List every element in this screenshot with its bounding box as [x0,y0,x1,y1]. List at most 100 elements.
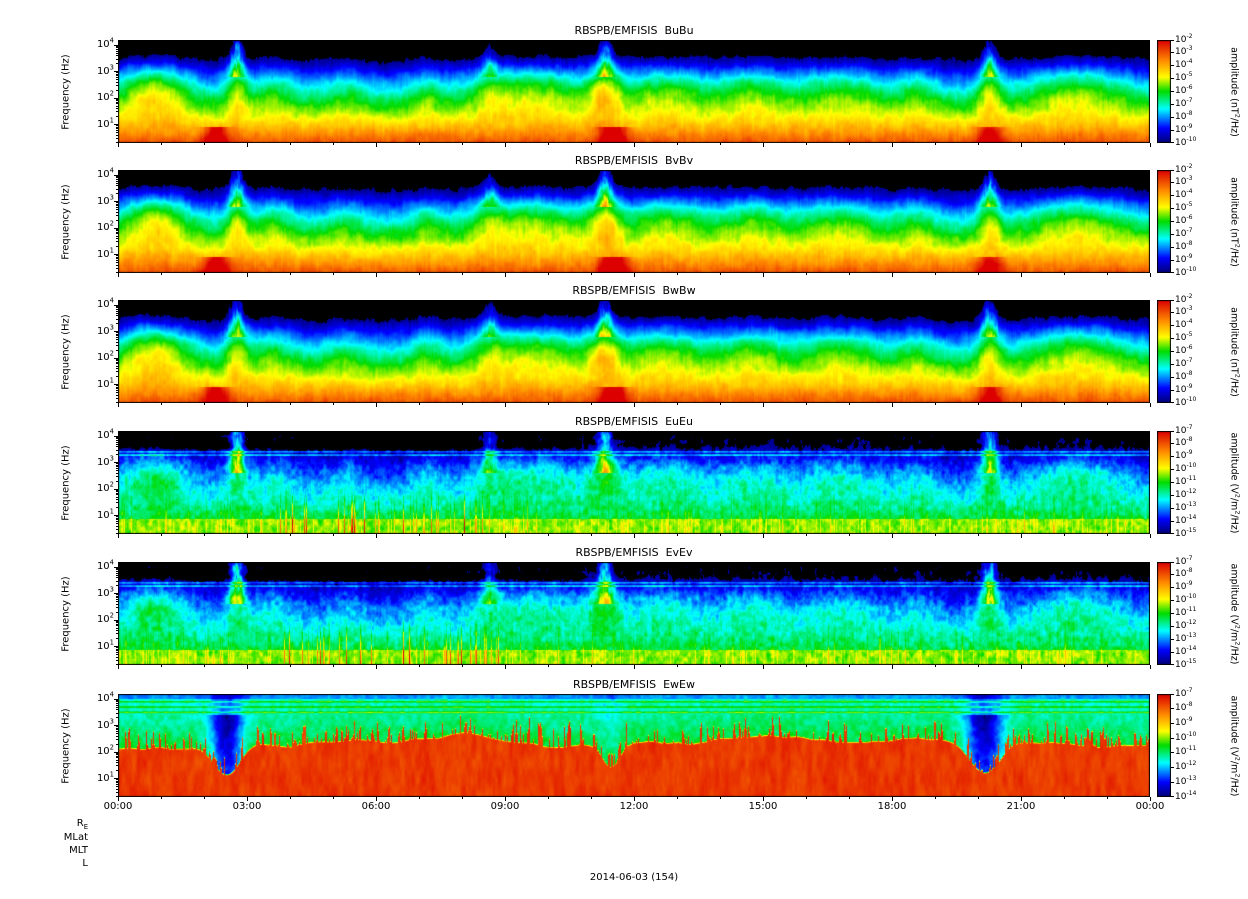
spectrogram-canvas [118,694,1150,797]
x-minor-tick-mark [591,403,592,405]
y-tick-label: 103 [96,454,114,468]
colorbar-tick-label: 10-5 [1175,71,1193,84]
y-minor-tick-mark [116,311,118,312]
x-minor-tick-mark [290,534,291,536]
x-minor-tick-mark [849,403,850,405]
x-tick-mark [505,534,506,538]
colorbar-tick-mark [1171,182,1174,183]
x-minor-tick-mark [548,273,549,275]
colorbar-tick-mark [1171,195,1174,196]
x-tick-mark [247,143,248,147]
x-minor-tick-mark [677,665,678,667]
panel-bubu: RBSPB/EMFISIS BuBu Frequency (Hz) amplit… [61,24,1242,147]
y-minor-tick-mark [116,569,118,570]
x-minor-tick-mark [720,143,721,145]
x-tick-mark [505,665,506,669]
colorbar-tick-mark [1171,738,1174,739]
colorbar-tick-label: 10-3 [1175,175,1193,188]
y-tick-mark [114,254,118,255]
colorbar-tick-mark [1171,521,1174,522]
y-minor-tick-mark [116,728,118,729]
y-minor-tick-mark [116,784,118,785]
x-minor-tick-mark [978,143,979,145]
y-minor-tick-mark [116,490,118,491]
y-minor-tick-mark [116,497,118,498]
y-minor-tick-mark [116,387,118,388]
y-minor-tick-mark [116,85,118,86]
colorbar-tick-label: 10-11 [1175,745,1197,758]
y-minor-tick-mark [116,75,118,76]
y-minor-tick-mark [116,754,118,755]
colorbar-tick-mark [1171,782,1174,783]
colorbar-tick-label: 10-4 [1175,318,1193,331]
y-tick-mark [114,384,118,385]
y-tick-mark [114,358,118,359]
colorbar-tick-mark [1171,52,1174,53]
y-tick-mark [114,593,118,594]
y-minor-tick-mark [116,398,118,399]
x-minor-tick-mark [1064,273,1065,275]
y-minor-tick-mark [116,212,118,213]
y-minor-tick-mark [116,108,118,109]
y-minor-tick-mark [116,51,118,52]
y-minor-tick-mark [116,257,118,258]
y-tick-label: 104 [96,36,114,51]
y-minor-tick-mark [116,597,118,598]
y-minor-tick-mark [116,337,118,338]
y-minor-tick-mark [116,585,118,586]
y-minor-tick-mark [116,707,118,708]
x-minor-tick-mark [1064,665,1065,667]
x-minor-tick-mark [677,143,678,145]
colorbar-tick-label: 10-6 [1175,344,1193,356]
x-minor-tick-mark [548,403,549,405]
y-minor-tick-mark [116,736,118,737]
y-minor-tick-mark [116,529,118,530]
y-tick-mark [114,305,118,306]
colorbar-tick-mark [1171,402,1174,403]
colorbar-tick-label: 10-11 [1175,606,1197,618]
colorbar-tick-mark [1171,130,1174,131]
x-tick-mark [892,143,893,147]
colorbar-tick-label: 10-7 [1175,423,1193,436]
y-minor-tick-mark [116,335,118,336]
ephemeris-label-mlt: MLT [69,845,88,856]
x-minor-tick-mark [677,403,678,405]
x-tick-mark [1150,143,1151,147]
y-minor-tick-mark [116,604,118,605]
y-minor-tick-mark [116,523,118,524]
x-minor-tick-mark [978,665,979,667]
y-minor-tick-mark [116,519,118,520]
y-minor-tick-mark [116,229,118,230]
x-tick-mark [118,534,119,538]
panel-ewew: RBSPB/EMFISIS EwEw Frequency (Hz) amplit… [61,678,1242,801]
y-minor-tick-mark [116,630,118,631]
y-minor-tick-mark [116,362,118,363]
y-minor-tick-mark [116,779,118,780]
colorbar-tick-label: 10-3 [1175,305,1193,318]
y-minor-tick-mark [116,215,118,216]
y-minor-tick-mark [116,127,118,128]
colorbar-tick-label: 10-12 [1175,760,1197,773]
x-minor-tick-mark [333,797,334,799]
x-minor-tick-mark [591,273,592,275]
x-minor-tick-mark [806,143,807,145]
x-tick-mark [1150,797,1151,801]
y-tick-label: 101 [96,376,114,390]
x-minor-tick-mark [978,534,979,536]
colorbar-tick-label: 10-8 [1175,369,1193,382]
y-minor-tick-mark [116,599,118,600]
x-minor-tick-mark [849,797,850,799]
y-minor-tick-mark [116,491,118,492]
colorbar-tick-label: 10-8 [1175,567,1193,580]
y-minor-tick-mark [116,202,118,203]
y-tick-mark [114,778,118,779]
y-minor-tick-mark [116,128,118,129]
x-minor-tick-mark [1107,273,1108,275]
colorbar-tick-label: 10-12 [1175,487,1197,500]
colorbar-tick-label: 10-3 [1175,45,1193,58]
y-minor-tick-mark [116,657,118,658]
x-minor-tick-mark [720,403,721,405]
panel-title: RBSPB/EMFISIS BwBw [572,284,696,297]
x-minor-tick-mark [1107,534,1108,536]
y-minor-tick-mark [116,90,118,91]
